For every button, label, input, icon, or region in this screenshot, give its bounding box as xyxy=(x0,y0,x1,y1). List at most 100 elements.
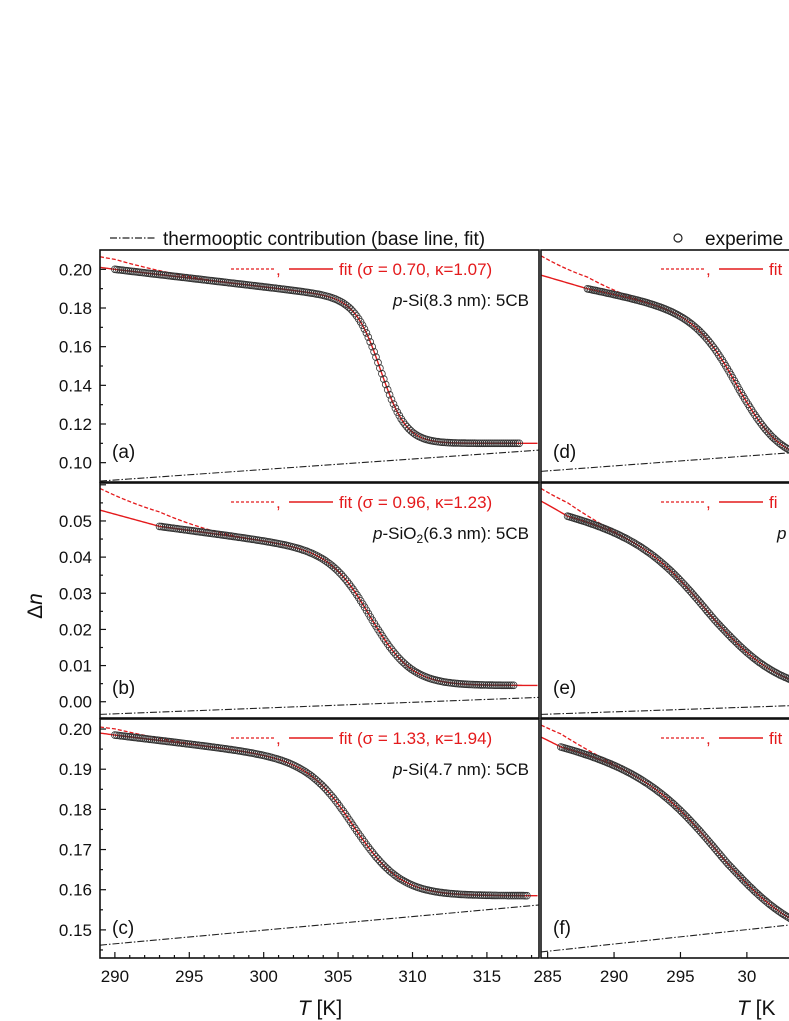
data-point xyxy=(389,870,398,878)
data-point xyxy=(457,890,466,899)
legend-top: thermooptic contribution (base line, fit… xyxy=(110,229,783,250)
data-point xyxy=(333,799,342,807)
data-point xyxy=(783,674,789,682)
panel-b xyxy=(99,487,540,715)
data-point xyxy=(513,891,522,900)
data-point xyxy=(298,766,307,774)
data-point xyxy=(323,787,332,796)
data-point xyxy=(786,675,789,684)
data-points-f xyxy=(557,743,789,923)
panel-frame-b xyxy=(99,482,540,719)
data-point xyxy=(499,439,508,448)
data-point xyxy=(515,891,523,900)
data-point xyxy=(472,680,481,689)
data-point xyxy=(337,804,346,813)
baseline-line-a xyxy=(99,449,540,482)
panel-f: , fit xyxy=(540,724,789,953)
data-point xyxy=(711,345,720,354)
data-point xyxy=(410,430,419,438)
data-point xyxy=(321,785,330,793)
data-point xyxy=(474,891,483,899)
data-point xyxy=(505,891,514,900)
fit-dashed-d xyxy=(540,255,655,306)
x-tick-label: 290 xyxy=(101,967,129,986)
data-point xyxy=(472,439,481,448)
y-tick-label-b: 0.04 xyxy=(59,548,92,567)
data-point xyxy=(345,303,353,312)
data-point xyxy=(362,840,371,849)
data-point xyxy=(482,891,491,900)
data-point xyxy=(403,422,411,431)
data-point xyxy=(296,765,305,773)
data-point xyxy=(345,580,353,588)
sample-label-b: p-SiO2(6.3 nm): 5CB xyxy=(372,524,529,546)
data-point xyxy=(368,848,377,856)
data-point xyxy=(486,439,495,448)
data-point xyxy=(300,767,309,775)
data-point xyxy=(470,891,479,899)
data-point xyxy=(333,566,342,575)
data-point xyxy=(358,321,367,330)
data-point xyxy=(666,307,675,316)
y-tick-label-b: 0.05 xyxy=(59,512,92,531)
data-point xyxy=(372,853,380,861)
data-point xyxy=(615,531,624,539)
y-tick-label-c: 0.18 xyxy=(59,800,92,819)
data-point xyxy=(500,681,508,690)
data-point xyxy=(333,296,342,304)
data-point xyxy=(381,380,390,389)
panel-d: , fit xyxy=(540,255,789,472)
x-axis-title-left: T [K] xyxy=(298,997,342,1020)
data-point xyxy=(391,650,400,658)
y-tick-label-c: 0.19 xyxy=(59,760,92,779)
data-point xyxy=(513,439,522,448)
data-point xyxy=(488,681,497,689)
fit-legend-comma: , xyxy=(276,493,281,512)
data-point xyxy=(612,529,620,538)
data-point xyxy=(376,364,384,372)
data-point xyxy=(405,663,413,672)
data-point xyxy=(290,761,299,770)
data-point xyxy=(347,582,355,591)
data-point xyxy=(350,309,359,318)
data-point xyxy=(490,891,498,900)
data-point xyxy=(364,333,373,342)
fit-legend-d: , fit xyxy=(661,260,783,279)
panel-frame-a xyxy=(99,249,540,483)
sample-label-e: p xyxy=(776,524,786,543)
data-point xyxy=(455,439,464,447)
data-point xyxy=(331,796,340,805)
fit-solid-d xyxy=(540,274,789,451)
data-point xyxy=(709,343,718,352)
data-point xyxy=(302,768,311,777)
data-point xyxy=(480,681,489,689)
data-point xyxy=(339,572,348,581)
panel-frame-e xyxy=(540,482,789,719)
sample-label-a: p-Si(8.3 nm): 5CB xyxy=(392,291,529,310)
data-point xyxy=(779,672,788,681)
data-point xyxy=(474,439,483,448)
data-point xyxy=(455,890,464,899)
panel-a xyxy=(99,256,540,482)
data-point xyxy=(503,891,512,900)
data-point xyxy=(484,681,493,689)
data-point xyxy=(316,553,324,562)
panel-frame-f xyxy=(540,718,789,959)
fit-solid-e xyxy=(540,500,789,680)
fit-legend-f: , fit xyxy=(661,729,783,748)
data-point xyxy=(505,439,514,448)
data-point xyxy=(461,439,469,447)
data-point xyxy=(395,654,404,663)
data-point xyxy=(774,670,782,678)
data-point xyxy=(318,554,326,563)
legend-experiment-marker xyxy=(673,233,683,243)
data-point xyxy=(348,307,357,316)
data-point xyxy=(408,428,417,437)
data-point xyxy=(383,385,392,394)
data-point xyxy=(469,680,477,689)
data-point xyxy=(499,891,508,900)
data-point xyxy=(466,439,475,448)
y-tick-label-b: 0.02 xyxy=(59,620,92,639)
data-point xyxy=(492,891,500,900)
data-point xyxy=(614,763,622,771)
